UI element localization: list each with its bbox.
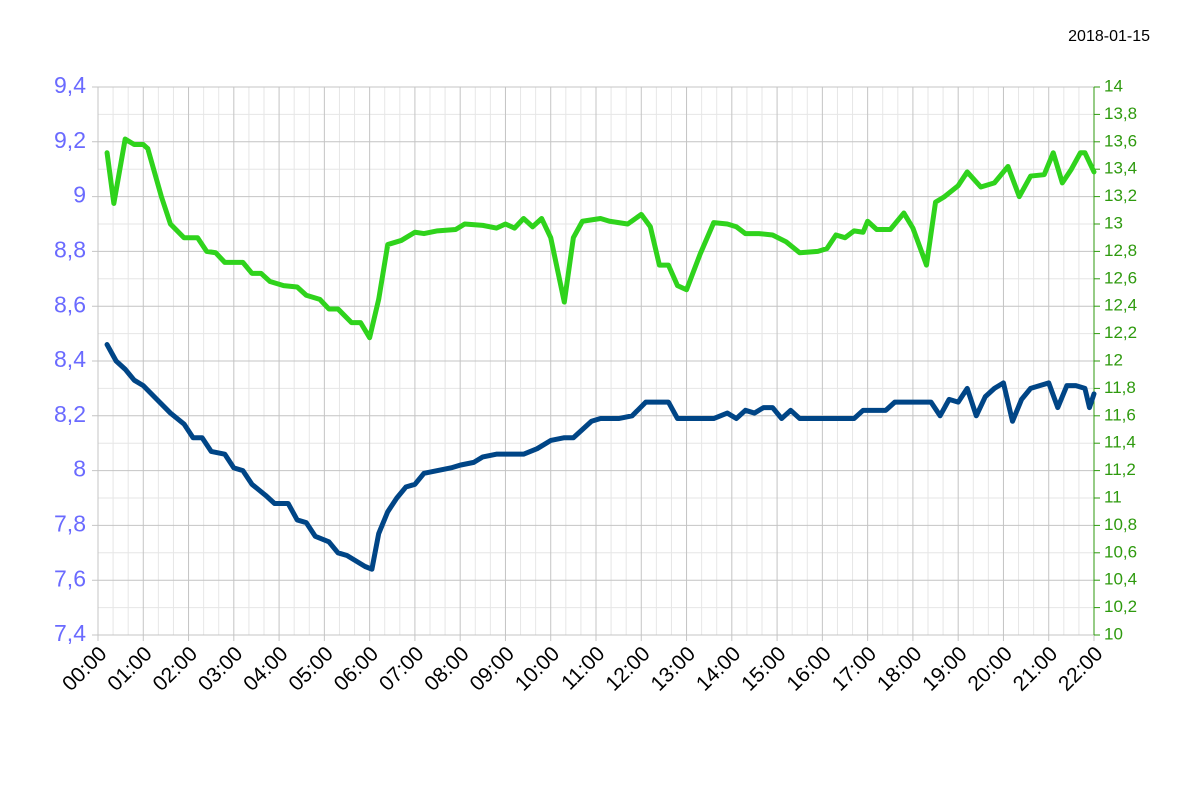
y-tick-label: 8,4 bbox=[54, 346, 86, 372]
y2-tick-label: 11 bbox=[1104, 487, 1122, 506]
y2-tick-label: 10,6 bbox=[1104, 542, 1137, 561]
y2-tick-label: 10,8 bbox=[1104, 515, 1137, 534]
y2-tick-label: 10 bbox=[1104, 624, 1123, 643]
y2-tick-label: 12,2 bbox=[1104, 323, 1137, 342]
series-line bbox=[104, 342, 1097, 572]
y2-tick-label: 14 bbox=[1104, 76, 1123, 95]
y-tick-label: 8 bbox=[73, 456, 86, 482]
y-tick-label: 8,6 bbox=[54, 291, 86, 317]
y2-tick-label: 10,2 bbox=[1104, 597, 1137, 616]
y-tick-label: 9,2 bbox=[54, 127, 86, 153]
y-tick-label: 7,8 bbox=[54, 510, 86, 536]
y2-tick-label: 11,4 bbox=[1104, 433, 1136, 452]
date-label: 2018-01-15 bbox=[1068, 28, 1150, 45]
y2-tick-label: 12,4 bbox=[1104, 296, 1137, 315]
y2-tick-label: 11,6 bbox=[1104, 405, 1136, 424]
y2-tick-label: 10,4 bbox=[1104, 570, 1137, 589]
grid bbox=[92, 86, 1100, 641]
y2-tick-label: 13,2 bbox=[1104, 186, 1137, 205]
y-tick-label: 9,4 bbox=[54, 72, 86, 98]
y-tick-label: 7,6 bbox=[54, 565, 86, 591]
y2-tick-label: 11,8 bbox=[1104, 378, 1136, 397]
y-tick-label: 8,8 bbox=[54, 236, 86, 262]
y2-tick-label: 13 bbox=[1104, 213, 1123, 232]
y2-tick-label: 12,8 bbox=[1104, 241, 1137, 260]
y-tick-label: 8,2 bbox=[54, 401, 86, 427]
series-line bbox=[104, 136, 1097, 341]
y2-tick-label: 13,4 bbox=[1104, 159, 1137, 178]
lines bbox=[104, 136, 1097, 572]
y2-tick-label: 13,8 bbox=[1104, 104, 1137, 123]
y-tick-label: 9 bbox=[73, 182, 86, 208]
y2-tick-label: 13,6 bbox=[1104, 131, 1137, 150]
y2-tick-label: 12 bbox=[1104, 350, 1123, 369]
y-tick-label: 7,4 bbox=[54, 620, 86, 646]
y2-tick-label: 11,2 bbox=[1104, 460, 1136, 479]
y2-tick-label: 12,6 bbox=[1104, 268, 1137, 287]
